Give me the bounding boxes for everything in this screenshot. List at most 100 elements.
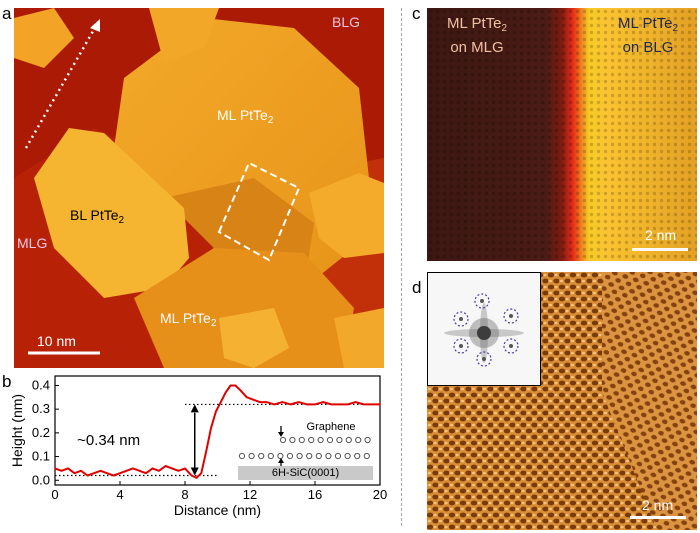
y-tick-label: 0.4 xyxy=(32,377,50,392)
fft-inset xyxy=(427,272,541,386)
inset-buffer-atom xyxy=(306,452,313,460)
height-profile-point xyxy=(273,403,275,406)
height-profile-point xyxy=(112,474,115,477)
height-profile-point xyxy=(314,403,316,406)
height-profile-point xyxy=(338,403,340,406)
inset-graphene-atom xyxy=(355,436,362,444)
inset-buffer-atom xyxy=(334,452,342,460)
height-profile-point xyxy=(54,467,56,470)
inset-buffer-atom xyxy=(363,452,370,460)
y-tick-label: 0.2 xyxy=(32,425,50,440)
x-tick-label: 8 xyxy=(181,487,188,502)
panel-c-label: c xyxy=(412,4,421,23)
height-profile-point xyxy=(106,472,108,474)
panel-a-label: a xyxy=(2,4,12,23)
height-profile-point xyxy=(265,401,267,403)
height-profile-point xyxy=(60,470,63,472)
inset-substrate-label: 6H-SiC(0001) xyxy=(272,467,339,479)
height-profile-point xyxy=(346,403,349,406)
y-tick-label: 0.1 xyxy=(32,449,50,464)
label-mlg: MLG xyxy=(17,235,48,251)
inset-graphene-atom xyxy=(326,436,334,444)
height-profile-point xyxy=(229,384,232,387)
height-profile-point xyxy=(298,401,300,403)
height-profile-point xyxy=(80,470,82,472)
height-profile-point xyxy=(281,401,284,403)
label-ml-on-blg: ML PtTe2 on BLG xyxy=(618,15,679,56)
height-profile-point xyxy=(322,401,324,403)
scalebar-c-line xyxy=(632,248,688,251)
inset-buffer-atom xyxy=(267,452,274,460)
inset-buffer-atom xyxy=(248,452,255,460)
inset-buffer-atom xyxy=(258,452,265,460)
height-profile-point xyxy=(252,399,254,401)
height-profile-point xyxy=(151,467,154,470)
label-ml-pttes2-upper: ML PtTe2 xyxy=(217,107,274,126)
height-profile-point xyxy=(363,403,365,406)
stm-image-a xyxy=(14,8,384,368)
inset-arrow-down-head xyxy=(278,432,284,437)
label-bl-pttes2: BL PtTe2 xyxy=(70,207,125,226)
inset-graphene-atom xyxy=(298,436,305,444)
inset-graphene-atom xyxy=(279,436,287,444)
label-ml-pttes2-lower: ML PtTe2 xyxy=(160,310,217,329)
inset-buffer-atom xyxy=(325,452,332,460)
height-profile-point xyxy=(93,472,95,474)
zoom-region-box xyxy=(217,161,301,262)
inset-arrow-up-head xyxy=(278,458,284,463)
x-tick-label: 16 xyxy=(308,487,322,502)
label-blg: BLG xyxy=(332,14,361,30)
inset-graphene-atom xyxy=(364,436,371,444)
inset-graphene-atom xyxy=(289,436,296,444)
height-profile-point xyxy=(171,467,173,470)
height-profile-point xyxy=(371,403,373,406)
height-profile-chart: 0 4 8 12 16 20 0.0 0.1 0.2 0.3 0.4 Distance (nm) Hei… xyxy=(9,375,387,518)
inset-buffer-atom xyxy=(296,452,303,460)
height-profile-point xyxy=(205,451,207,453)
step-height-label: ~0.34 nm xyxy=(77,432,140,449)
height-profile-point xyxy=(330,403,332,406)
height-profile-point xyxy=(99,470,102,472)
fft-pattern xyxy=(428,273,540,385)
height-profile-point xyxy=(190,474,193,477)
inset-buffer-atom xyxy=(344,452,351,460)
inset-graphene-label: Graphene xyxy=(307,421,356,433)
scan-direction-arrowhead xyxy=(90,19,100,32)
height-profile-point xyxy=(67,467,69,470)
y-axis-label: Height (nm) xyxy=(9,394,25,467)
height-profile-point xyxy=(246,396,248,398)
panel-divider xyxy=(401,8,402,526)
height-profile-point xyxy=(73,472,76,474)
step-arrow-head-up xyxy=(190,404,199,413)
inset-graphene-atom xyxy=(308,436,315,444)
x-tick-label: 12 xyxy=(243,487,257,502)
stm-image-c xyxy=(427,8,697,261)
height-profile-point xyxy=(355,401,357,403)
label-ml-on-mlg: ML PtTe2 on MLG xyxy=(447,15,508,56)
inset-graphene-atom xyxy=(345,436,352,444)
height-profile-point xyxy=(164,465,167,467)
x-tick-label: 0 xyxy=(51,487,58,502)
height-profile-point xyxy=(138,470,141,472)
inset-graphene-atom xyxy=(317,436,324,444)
height-profile-point xyxy=(379,403,381,406)
inset-buffer-atom xyxy=(238,452,246,460)
inset-buffer-atom xyxy=(277,452,284,460)
inset-buffer-atom xyxy=(286,452,294,460)
height-profile-point xyxy=(184,467,186,470)
height-profile-point xyxy=(225,391,227,394)
height-profile-point xyxy=(259,401,261,403)
height-profile-point xyxy=(119,472,121,474)
scalebar-c-label: 2 nm xyxy=(645,227,677,243)
height-profile-point xyxy=(234,384,236,387)
x-tick-label: 20 xyxy=(373,487,387,502)
panel-d-label: d xyxy=(412,278,422,297)
y-tick-label: 0.3 xyxy=(32,401,50,416)
height-profile-point xyxy=(86,474,89,477)
height-profile-point xyxy=(215,410,217,413)
y-tick-label: 0.0 xyxy=(32,472,50,487)
x-tick-label: 4 xyxy=(116,487,123,502)
x-axis-label: Distance (nm) xyxy=(174,502,261,518)
height-profile-point xyxy=(145,472,147,474)
height-profile-point xyxy=(195,477,197,479)
